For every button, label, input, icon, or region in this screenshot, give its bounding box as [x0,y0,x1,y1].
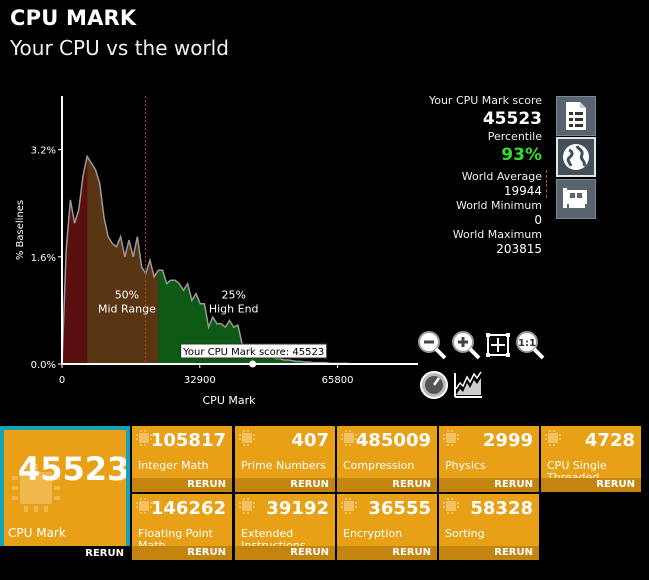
cpu-chip-icon [136,498,152,514]
y-axis-label: % Baselines [15,200,26,260]
score-tooltip [180,343,328,359]
chart-icon[interactable] [452,369,484,401]
document-icon[interactable] [556,96,596,136]
distribution-chart: 0.0% 1.6% 3.2% 0 32900 65800 CPU Mark % Baselin… [15,96,418,407]
cpu-chip-icon [239,430,255,446]
test-label: Encryption [343,527,403,540]
cpu-chip-icon [443,498,459,514]
rerun-button[interactable]: RERUN [439,478,539,492]
cpu-chip-icon [12,464,60,512]
x-tick-label: 32900 [184,375,216,386]
y-tick-label: 0.0% [31,360,56,371]
test-tile[interactable]: 105817 Integer Math RERUN [132,426,232,492]
score-panel: Your CPU Mark score 45523 Percentile 93%… [400,94,547,257]
band-percent-label: 50% [115,288,139,301]
test-label: Sorting [445,527,485,540]
band-name-label: High End [209,302,259,315]
gauge-icon[interactable] [418,369,450,401]
test-score: 36555 [368,498,431,519]
test-tile[interactable]: 407 Prime Numbers RERUN [235,426,335,492]
test-score: 39192 [266,498,329,519]
cpu-chip-icon [341,498,357,514]
cpu-mark-label: CPU Mark [8,526,66,540]
world-maximum-label: World Maximum [452,228,542,241]
rerun-button[interactable]: RERUN [132,546,232,560]
test-score: 407 [291,430,329,451]
rerun-button[interactable]: RERUN [235,478,335,492]
svg-text:1:1: 1:1 [518,338,536,349]
page-subtitle: Your CPU vs the world [10,36,229,60]
zoom-in-icon[interactable] [450,329,482,361]
band-name-label: Mid Range [98,302,156,315]
world-average-label: World Average [461,170,547,183]
test-score: 58328 [470,498,533,519]
low-band-area [62,156,88,364]
y-tick-label: 1.6% [31,253,56,264]
world-maximum-value: 203815 [496,242,542,256]
your-score-label: Your CPU Mark score [428,94,542,107]
test-label: Prime Numbers [241,459,326,472]
test-label: Physics [445,459,486,472]
cpu-chip-icon [136,430,152,446]
test-score: 485009 [355,430,431,451]
zoom-reset-icon[interactable]: 1:1 [514,329,546,361]
world-minimum-label: World Minimum [456,199,542,212]
rerun-button[interactable]: RERUN [235,546,335,560]
cpu-mark-rerun-button[interactable]: RERUN [0,546,130,561]
test-tiles: 105817 Integer Math RERUN 407 Prime Numbers R… [0,424,649,580]
test-tile[interactable]: 485009 Compression RERUN [337,426,437,492]
rerun-button[interactable]: RERUN [439,546,539,560]
page-title: CPU MARK [10,6,137,30]
your-score-marker [249,360,257,368]
test-tile[interactable]: 58328 Sorting RERUN [439,494,539,560]
test-score: 2999 [482,430,533,451]
test-score: 146262 [150,498,226,519]
band-percent-label: 25% [221,288,245,301]
percentile-label: Percentile [487,130,542,143]
world-average-value: 19944 [503,184,547,198]
hardware-card-icon[interactable] [556,179,596,219]
rerun-button[interactable]: RERUN [132,478,232,492]
cpu-chip-icon [341,430,357,446]
cpu-chip-icon [239,498,255,514]
y-tick-label: 3.2% [31,146,56,157]
score-tooltip-text: Your CPU Mark score: 45523 [182,347,324,358]
test-label: Integer Math [138,459,209,472]
high-band-area [158,270,356,364]
test-score: 4728 [584,430,635,451]
world-minimum-value: 0 [534,213,542,227]
rerun-button[interactable]: RERUN [337,546,437,560]
rerun-button[interactable]: RERUN [541,478,641,492]
test-tile[interactable]: 36555 Encryption RERUN [337,494,437,560]
your-score-value: 45523 [482,109,542,129]
rerun-button[interactable]: RERUN [337,478,437,492]
x-axis-label: CPU Mark [203,394,257,407]
x-tick-label: 0 [59,375,65,386]
percentile-value: 93% [501,145,542,165]
distribution-line [61,154,356,365]
globe-icon[interactable] [556,137,596,177]
test-tile[interactable]: 2999 Physics RERUN [439,426,539,492]
cpu-mark-score: 45523 [18,450,126,488]
mid-band-area [87,156,159,364]
zoom-out-icon[interactable] [416,329,448,361]
test-score: 105817 [150,430,226,451]
cpu-mark-tile[interactable]: 45523 CPU Mark [0,426,130,561]
cpu-chip-icon [443,430,459,446]
fit-icon[interactable] [482,329,514,361]
cpu-chip-icon [545,430,561,446]
x-tick-label: 65800 [322,375,354,386]
test-label: Compression [343,459,415,472]
